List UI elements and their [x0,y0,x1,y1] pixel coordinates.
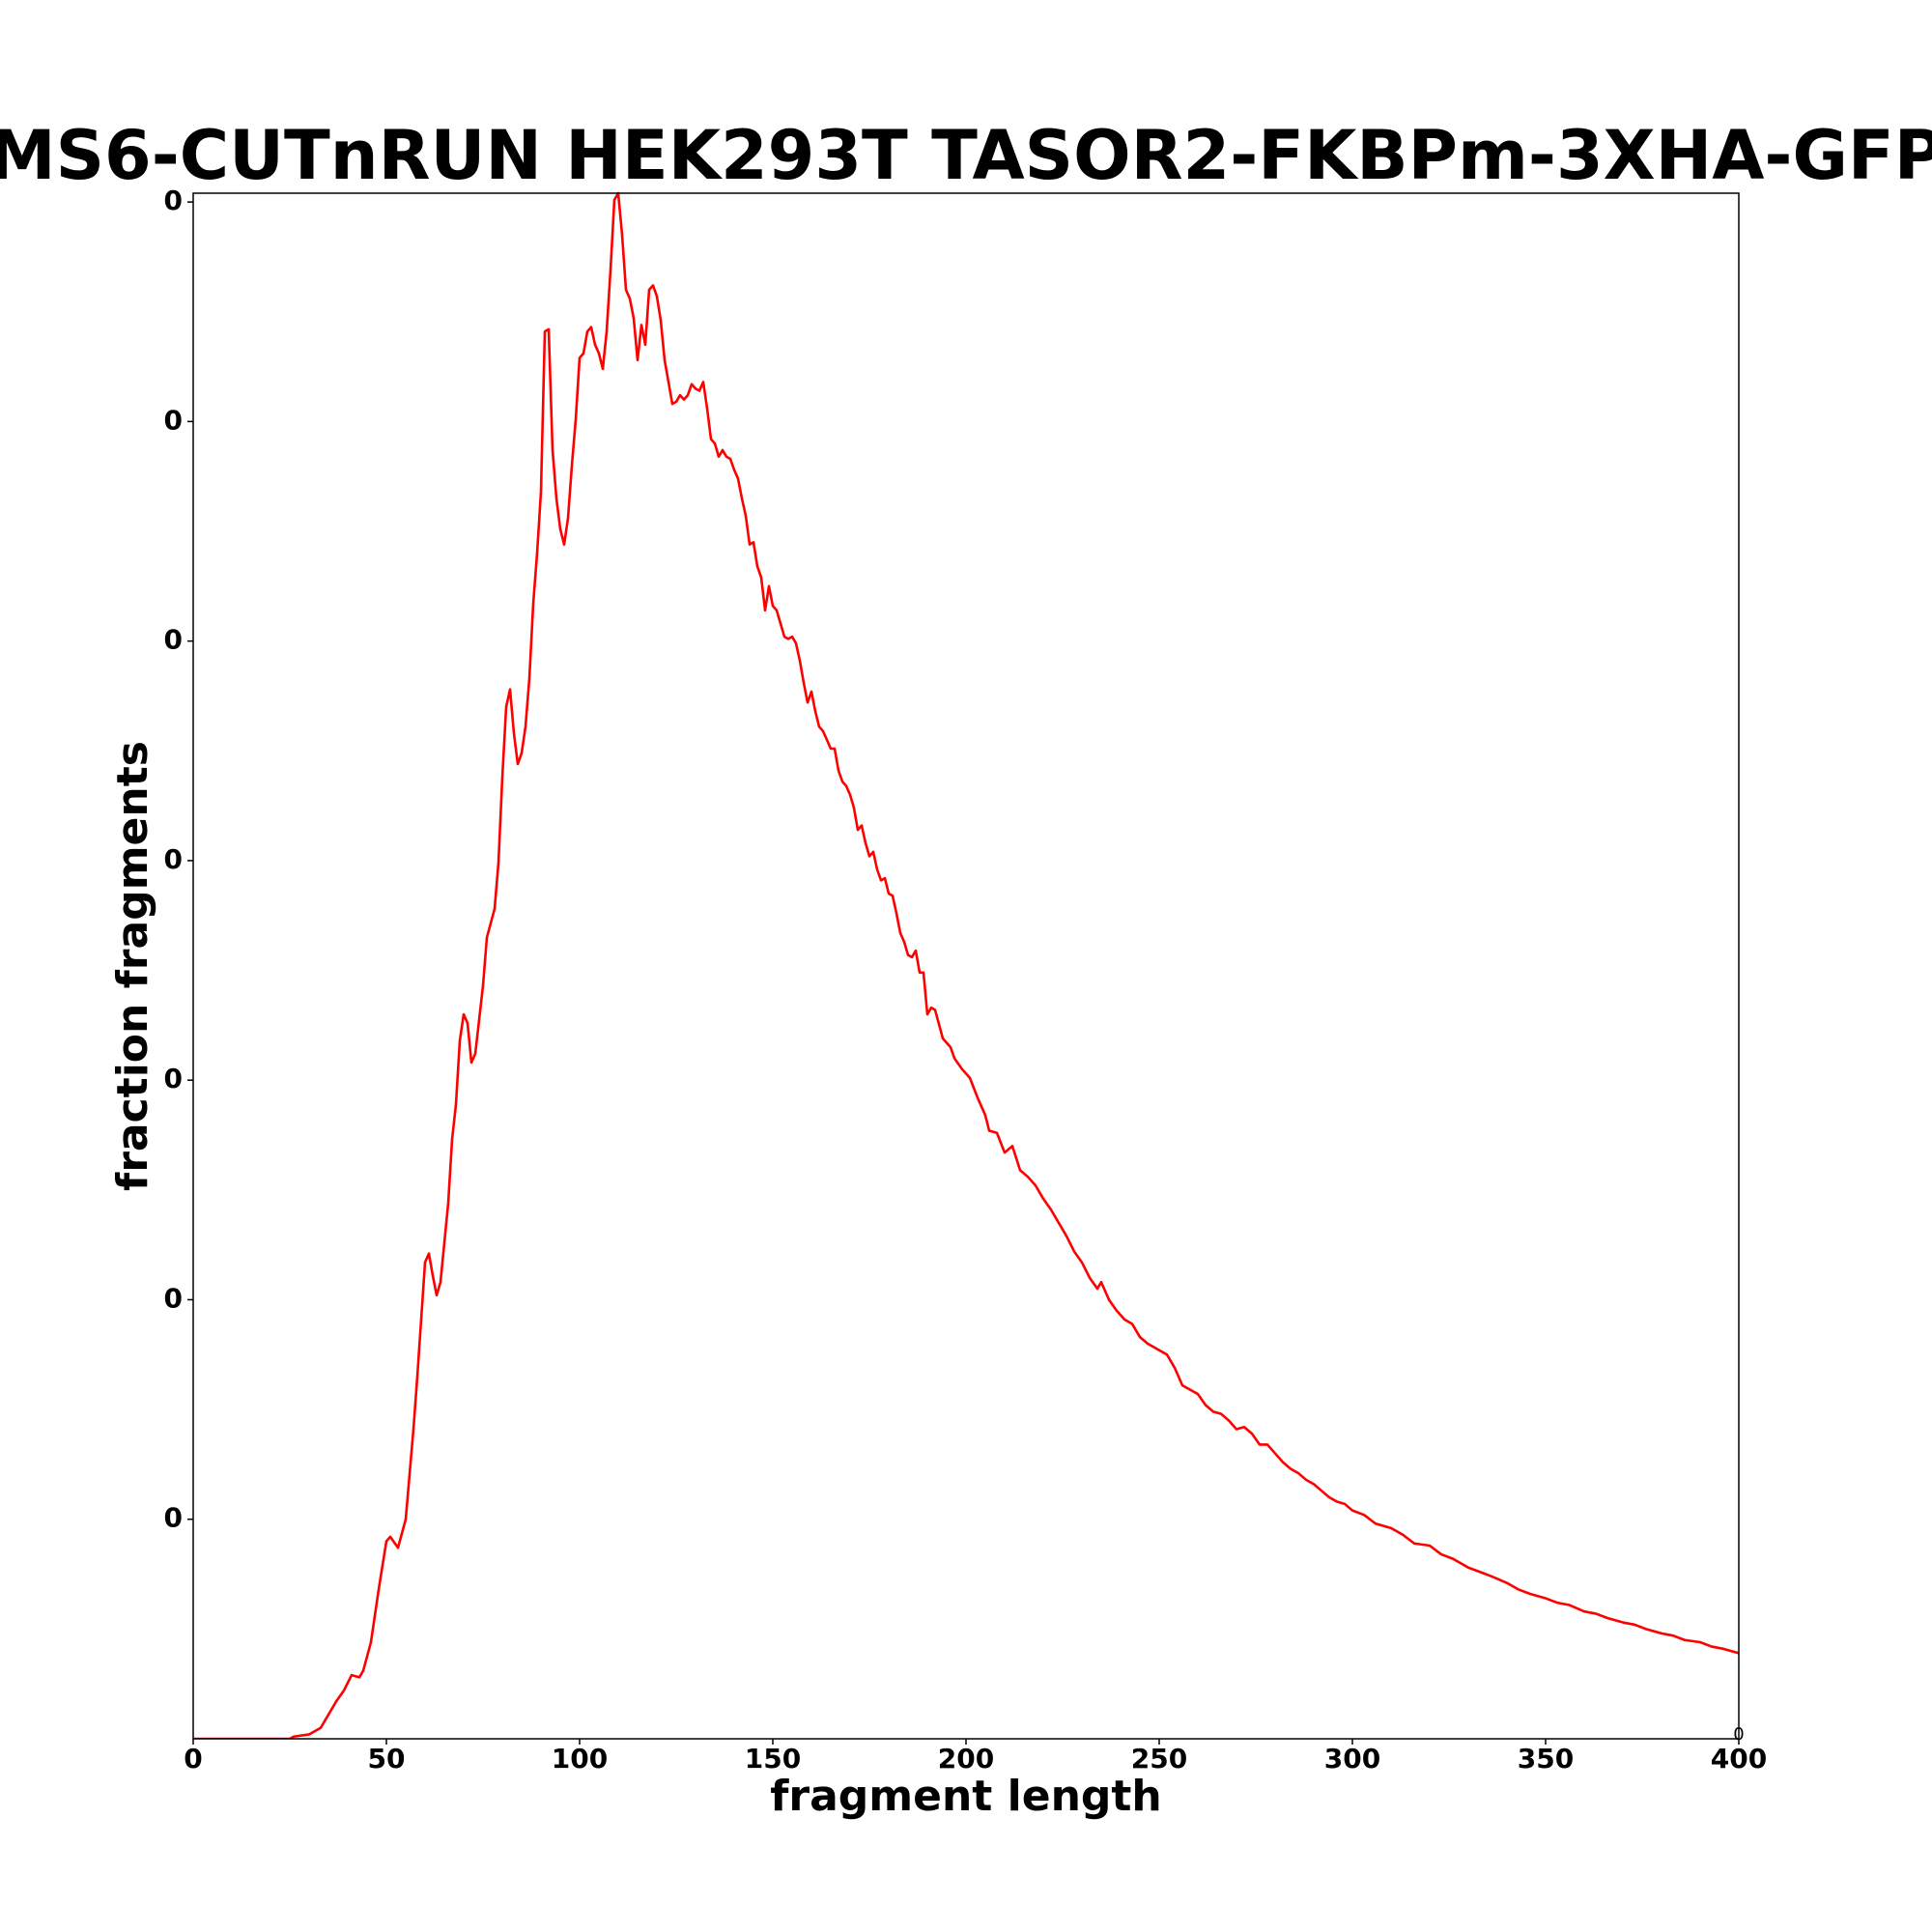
y-tick-label: 0 [164,1502,183,1534]
x-tick-label: 0 [184,1743,202,1775]
x-tick-label: 100 [552,1743,608,1775]
y-tick-label: 0 [164,1282,183,1314]
y-tick-label: 0 [164,404,183,436]
chart-title: MS6-CUTnRUN HEK293T TASOR2-FKBPm-3XHA-GF… [0,116,1932,195]
x-axis-label: fragment length [770,1772,1162,1821]
y-tick-label: 0 [164,185,183,216]
y-tick-label: 0 [164,624,183,656]
y-tick-label: 0 [164,843,183,875]
x-tick-label: 300 [1324,1743,1380,1775]
x-tick-label: 250 [1131,1743,1187,1775]
x-tick-label: 400 [1711,1743,1767,1775]
y-axis-label: fraction fragments [108,741,157,1191]
x-tick-label: 200 [938,1743,994,1775]
x-tick-label: 350 [1518,1743,1574,1775]
y-tick-label: 0 [164,1063,183,1094]
data-line [193,191,1739,1739]
x-tick-label: 150 [745,1743,801,1775]
plot-frame [192,192,1740,1740]
x-tick-label: 50 [368,1743,406,1775]
